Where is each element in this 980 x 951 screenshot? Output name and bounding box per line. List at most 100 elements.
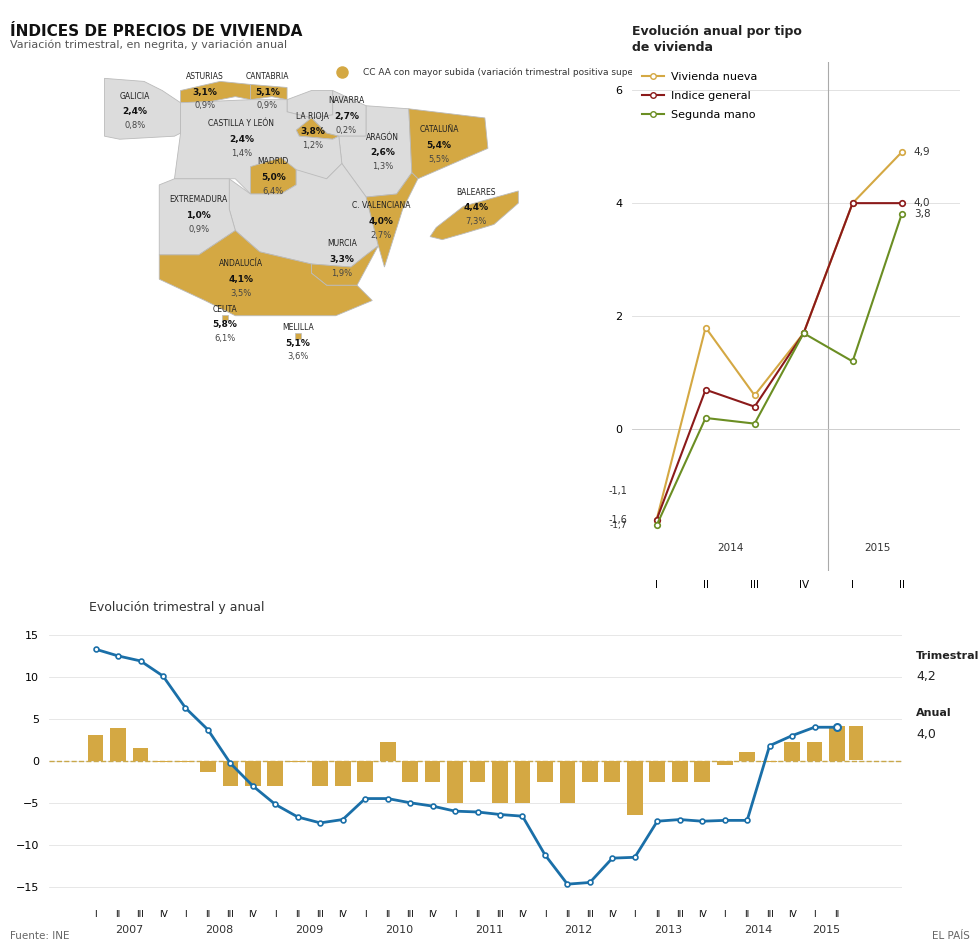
Bar [761, 761, 777, 763]
Text: 7,3%: 7,3% [466, 217, 486, 226]
Bar [447, 761, 463, 803]
Polygon shape [251, 158, 296, 194]
Polygon shape [409, 108, 488, 179]
Text: 2012: 2012 [564, 924, 593, 935]
Polygon shape [229, 164, 378, 267]
Bar [850, 726, 862, 760]
Text: 4,0: 4,0 [913, 198, 930, 208]
Polygon shape [296, 118, 339, 139]
Bar [672, 761, 688, 782]
Bar [290, 761, 306, 763]
Text: EXTREMADURA: EXTREMADURA [170, 195, 228, 204]
Text: 2,7%: 2,7% [334, 112, 359, 121]
Text: BALEARES: BALEARES [456, 187, 496, 197]
Text: ÍNDICES DE PRECIOS DE VIVIENDA: ÍNDICES DE PRECIOS DE VIVIENDA [10, 24, 302, 39]
Text: 6,1%: 6,1% [214, 334, 235, 343]
Bar [469, 761, 485, 782]
Bar [177, 761, 193, 763]
Text: 3,8: 3,8 [913, 209, 930, 220]
Polygon shape [159, 179, 235, 255]
Polygon shape [430, 191, 518, 240]
Bar [582, 761, 598, 782]
Bar [605, 761, 620, 782]
Text: 0,2%: 0,2% [336, 126, 357, 135]
Text: Evolución anual por tipo
de vivienda: Evolución anual por tipo de vivienda [632, 25, 802, 53]
Bar [807, 743, 822, 761]
Text: ARAGÓN: ARAGÓN [367, 133, 400, 142]
Text: 4,0%: 4,0% [368, 217, 394, 226]
Polygon shape [251, 85, 287, 100]
Text: 4,1%: 4,1% [229, 275, 254, 283]
Bar [514, 761, 530, 803]
Bar [200, 761, 216, 771]
Polygon shape [367, 173, 417, 267]
Legend: Vivienda nueva, Indice general, Segunda mano: Vivienda nueva, Indice general, Segunda … [638, 68, 761, 124]
Polygon shape [159, 230, 372, 316]
Text: 2,4%: 2,4% [229, 135, 254, 144]
Text: LA RIOJA: LA RIOJA [297, 111, 329, 121]
Bar [560, 761, 575, 803]
Text: 5,4%: 5,4% [426, 141, 452, 150]
Bar [402, 761, 418, 782]
Bar [222, 761, 238, 786]
Text: 3,8%: 3,8% [301, 127, 325, 136]
Bar [627, 761, 643, 815]
Bar [313, 761, 328, 786]
Text: 1,9%: 1,9% [331, 269, 353, 278]
Bar [335, 761, 351, 786]
Text: 5,8%: 5,8% [213, 320, 237, 329]
Text: -1,1: -1,1 [609, 487, 627, 496]
Text: 4,0: 4,0 [916, 728, 936, 741]
Text: -1,6: -1,6 [609, 514, 627, 525]
Text: 1,4%: 1,4% [231, 148, 252, 158]
Bar [716, 761, 732, 765]
Text: -1,7: -1,7 [610, 521, 627, 530]
Bar [268, 761, 283, 786]
Bar [358, 761, 373, 782]
Bar [739, 751, 755, 761]
Text: 0,8%: 0,8% [124, 121, 145, 130]
Text: 0,9%: 0,9% [194, 102, 216, 110]
Text: Evolución trimestral y anual: Evolución trimestral y anual [89, 601, 265, 614]
Text: 3,1%: 3,1% [192, 87, 218, 97]
Text: 2015: 2015 [811, 924, 840, 935]
Text: 2014: 2014 [744, 924, 772, 935]
Text: ANDALUCÍA: ANDALUCÍA [220, 259, 264, 268]
Polygon shape [180, 82, 251, 103]
Bar [695, 761, 710, 782]
Bar [132, 748, 148, 761]
Text: NAVARRA: NAVARRA [328, 96, 365, 106]
Bar [492, 761, 508, 803]
Text: CANTABRIA: CANTABRIA [246, 72, 289, 81]
Bar [537, 761, 553, 782]
Text: EL PAÍS: EL PAÍS [932, 931, 970, 941]
Text: 2,6%: 2,6% [370, 148, 395, 158]
Bar [424, 761, 440, 782]
Bar [784, 743, 800, 761]
Text: 0,9%: 0,9% [257, 102, 278, 110]
Text: MURCIA: MURCIA [327, 240, 357, 248]
Text: Trimestral: Trimestral [916, 651, 980, 662]
Text: 2008: 2008 [205, 924, 233, 935]
Text: 4,2: 4,2 [916, 670, 936, 684]
Text: 4,9: 4,9 [913, 147, 930, 157]
Text: Anual: Anual [916, 708, 952, 719]
Text: 2007: 2007 [116, 924, 143, 935]
Text: Fuente: INE: Fuente: INE [10, 931, 70, 941]
Text: MADRID: MADRID [258, 157, 289, 166]
Text: 5,1%: 5,1% [255, 87, 279, 97]
Text: 2009: 2009 [295, 924, 323, 935]
Polygon shape [287, 90, 333, 118]
Text: 5,5%: 5,5% [428, 155, 450, 164]
Text: 5,0%: 5,0% [261, 173, 286, 182]
Text: 2014: 2014 [717, 543, 743, 553]
Polygon shape [339, 106, 412, 197]
Text: 2013: 2013 [655, 924, 683, 935]
Text: CEUTA: CEUTA [213, 304, 237, 314]
Text: GALICIA: GALICIA [120, 91, 150, 101]
Text: C. VALENCIANA: C. VALENCIANA [352, 202, 411, 210]
Text: 4,4%: 4,4% [464, 204, 488, 212]
Bar [650, 761, 665, 782]
Bar [245, 761, 261, 786]
Polygon shape [174, 100, 342, 194]
